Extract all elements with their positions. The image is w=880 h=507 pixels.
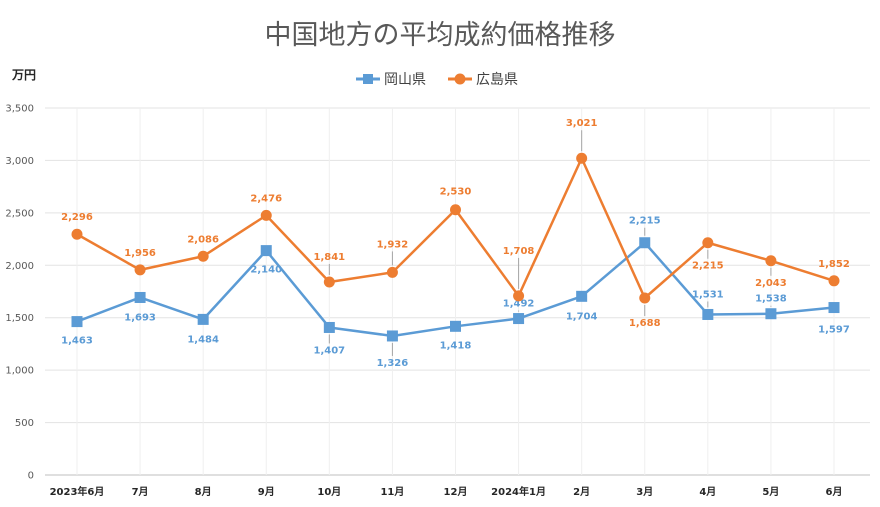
data-label: 1,688 <box>629 318 661 329</box>
legend-entry: 広島県 <box>476 72 518 88</box>
x-axis-ticks: 2023年6月 7月 8月 9月 10月 11月 12月 2024年1月 2月 3月 4月 5月 6月 <box>50 485 843 498</box>
data-label: 1,841 <box>314 252 346 263</box>
data-point <box>576 152 588 164</box>
legend-marker <box>363 74 373 84</box>
data-label: 2,530 <box>440 187 472 198</box>
data-point <box>450 320 461 332</box>
data-point <box>702 237 714 249</box>
data-point <box>323 321 335 333</box>
x-tick-label: 9月 <box>258 486 275 498</box>
data-point <box>134 264 146 276</box>
y-tick-label: 1,000 <box>5 366 34 377</box>
data-label: 1,492 <box>503 299 535 310</box>
y-tick-label: 3,500 <box>5 104 34 115</box>
data-label: 1,932 <box>377 239 409 250</box>
y-tick-label: 1,500 <box>5 313 34 324</box>
data-label: 1,704 <box>566 311 598 322</box>
data-point <box>576 290 588 302</box>
legend: 岡山県 広島県 <box>356 72 518 88</box>
x-tick-label: 10月 <box>317 486 341 498</box>
y-tick-label: 500 <box>15 418 34 429</box>
data-point <box>386 266 398 278</box>
y-tick-label: 2,500 <box>5 208 34 219</box>
x-tick-label: 8月 <box>195 486 212 498</box>
data-label: 1,693 <box>124 312 156 323</box>
data-label: 2,140 <box>250 265 282 276</box>
legend-entry: 岡山県 <box>384 72 426 88</box>
series-1: 1,463 1,693 1,484 2,140 1,407 1,326 1,418 1,492… <box>61 216 850 369</box>
data-point <box>828 302 840 314</box>
series-layer: 1,463 1,693 1,484 2,140 1,407 1,326 1,418 1,492… <box>61 118 850 369</box>
data-label: 1,463 <box>61 336 93 347</box>
x-tick-label: 5月 <box>762 486 779 498</box>
data-label: 1,418 <box>440 340 472 351</box>
data-label: 2,215 <box>692 261 724 272</box>
legend-marker <box>454 73 466 85</box>
x-tick-label: 7月 <box>132 486 149 498</box>
data-point <box>639 237 651 249</box>
data-label: 2,215 <box>629 216 661 227</box>
data-label: 3,021 <box>566 118 598 129</box>
data-label: 1,407 <box>314 345 346 356</box>
data-point <box>765 308 777 320</box>
data-label: 1,852 <box>818 259 850 270</box>
x-tick-label: 3月 <box>636 486 653 498</box>
x-tick-label: 12月 <box>444 486 468 498</box>
chart-title: 中国地方の平均成約価格推移 <box>265 20 616 51</box>
data-point <box>828 275 840 287</box>
x-tick-label: 2月 <box>573 486 590 498</box>
data-label: 2,296 <box>61 212 93 223</box>
data-point <box>71 228 83 240</box>
data-label: 2,043 <box>755 278 787 289</box>
data-point <box>134 291 146 303</box>
y-tick-label: 0 <box>28 471 34 482</box>
data-point <box>639 292 651 304</box>
y-axis-unit-label: 万円 <box>11 68 36 82</box>
x-tick-label: 4月 <box>699 486 716 498</box>
data-point <box>197 313 209 325</box>
data-point <box>386 330 398 342</box>
gridlines <box>45 107 870 476</box>
x-tick-label: 2024年1月 <box>491 485 546 498</box>
data-point <box>71 316 83 328</box>
data-label: 1,538 <box>755 294 787 305</box>
y-axis-ticks: 0 500 1,000 1,500 2,000 2,500 3,000 3,500 <box>5 104 34 482</box>
data-label: 2,086 <box>187 234 219 245</box>
y-tick-label: 2,000 <box>5 261 34 272</box>
x-tick-label: 11月 <box>380 486 404 498</box>
data-point <box>260 245 272 257</box>
data-point <box>260 209 272 221</box>
data-point <box>702 308 714 320</box>
data-point <box>323 276 335 288</box>
data-point <box>765 255 777 267</box>
x-tick-label: 6月 <box>826 486 843 498</box>
data-label: 1,708 <box>503 246 535 257</box>
data-point <box>513 313 525 325</box>
data-point <box>197 250 209 262</box>
y-tick-label: 3,000 <box>5 156 34 167</box>
data-label: 1,326 <box>377 358 409 369</box>
data-point <box>450 204 461 216</box>
data-label: 1,531 <box>692 289 724 300</box>
x-tick-label: 2023年6月 <box>50 485 105 498</box>
data-point <box>513 290 525 302</box>
data-label: 1,597 <box>818 325 850 336</box>
data-label: 2,476 <box>250 193 282 204</box>
data-label: 1,484 <box>187 334 219 345</box>
data-label: 1,956 <box>124 248 156 259</box>
series-2: 2,296 1,956 2,086 2,476 1,841 1,932 2,530 1,708… <box>61 118 850 329</box>
